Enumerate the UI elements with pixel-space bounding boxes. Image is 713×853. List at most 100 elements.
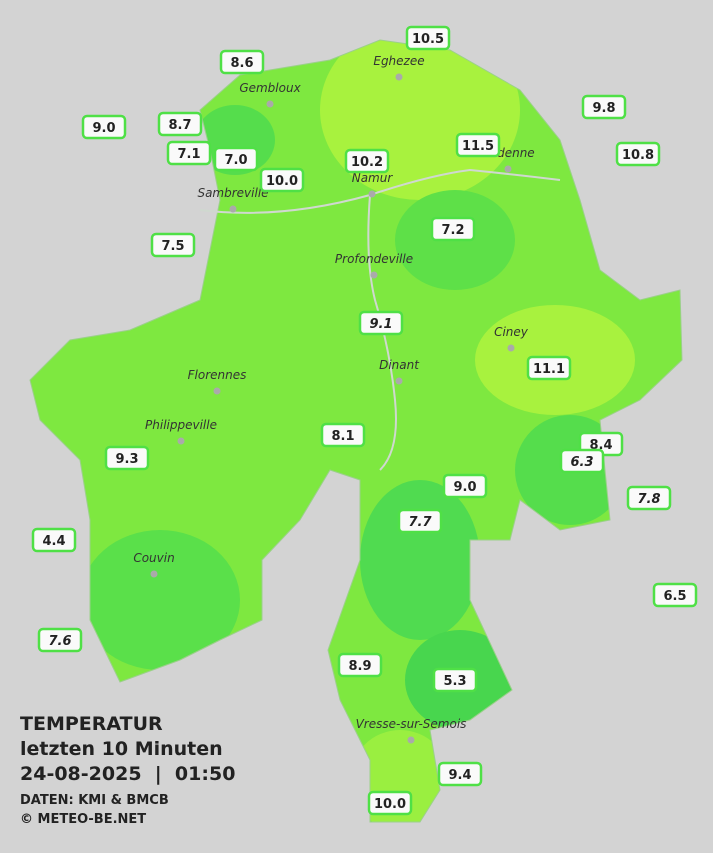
station: 8.7	[157, 111, 203, 137]
city-dot	[177, 437, 185, 445]
station-box	[219, 49, 265, 75]
station: 8.6	[219, 49, 265, 75]
station-value: 10.0	[374, 797, 406, 812]
city-dot	[395, 73, 403, 81]
station-box	[626, 485, 672, 511]
station-value: 8.7	[168, 118, 191, 133]
station: 7.1	[166, 140, 212, 166]
city-label: Profondeville	[335, 252, 413, 266]
city-dot	[507, 344, 515, 352]
city-label: Sambreville	[197, 186, 268, 200]
station-value: 7.8	[637, 492, 660, 507]
station-box	[442, 473, 488, 499]
station-value: 5.3	[443, 674, 466, 689]
station-box	[615, 141, 661, 167]
station: 7.0	[213, 146, 259, 172]
station: 9.8	[581, 94, 627, 120]
station-box	[157, 111, 203, 137]
station-value: 10.8	[622, 148, 654, 163]
subtitle: letzten 10 Minuten	[20, 738, 223, 760]
station-box	[213, 146, 259, 172]
station-box	[405, 25, 451, 51]
city-dot	[368, 190, 376, 198]
city-dot	[150, 570, 158, 578]
city-label: Ciney	[494, 325, 529, 339]
station-value: 10.5	[412, 32, 444, 47]
station-value: 9.0	[453, 480, 476, 495]
station: 7.8	[626, 485, 672, 511]
station: 7.5	[150, 232, 196, 258]
city-label: Dinant	[379, 358, 420, 372]
station-value: 8.1	[331, 429, 354, 444]
river	[199, 168, 561, 214]
station: 4.4	[31, 527, 77, 553]
station-value: 10.0	[266, 174, 298, 189]
station: 9.3	[104, 445, 150, 471]
station-value: 7.1	[177, 147, 200, 162]
station: 8.9	[337, 652, 383, 678]
city-label: Philippeville	[145, 418, 217, 432]
copyright: © METEO-BE.NET	[20, 812, 146, 827]
station: 11.1	[526, 355, 572, 381]
station-box	[104, 445, 150, 471]
station: 7.6	[37, 627, 83, 653]
city-label: Vresse-sur-Semois	[356, 717, 467, 731]
station: 8.1	[320, 422, 366, 448]
station-value: 4.4	[42, 534, 65, 549]
station: 9.4	[437, 761, 483, 787]
station: 7.2	[430, 216, 476, 242]
city-dot	[504, 165, 512, 173]
station-value: 11.5	[462, 139, 494, 154]
station: 6.5	[652, 582, 698, 608]
station-value: 8.9	[348, 659, 371, 674]
station-value: 6.5	[663, 589, 686, 604]
station-value: 6.3	[570, 455, 593, 470]
station-box	[437, 761, 483, 787]
station: 6.3	[559, 448, 605, 474]
station-value: 7.6	[48, 634, 71, 649]
station-value: 9.0	[92, 121, 115, 136]
city-dot	[395, 377, 403, 385]
station-value: 9.3	[115, 452, 138, 467]
city-dot	[213, 387, 221, 395]
station: 10.8	[615, 141, 661, 167]
city-dot	[407, 736, 415, 744]
station: 10.2	[344, 148, 390, 174]
station: 10.0	[259, 167, 305, 193]
station-box	[81, 114, 127, 140]
station-box	[358, 310, 404, 336]
city-label: Gembloux	[239, 81, 301, 95]
station-box	[455, 132, 501, 158]
station-box	[344, 148, 390, 174]
station: 5.3	[432, 667, 478, 693]
station-value: 7.0	[224, 153, 247, 168]
city-dot	[266, 100, 274, 108]
station: 9.0	[442, 473, 488, 499]
city-label: Florennes	[188, 368, 247, 382]
station: 7.7	[397, 508, 443, 534]
station-box	[526, 355, 572, 381]
station-value: 7.2	[441, 223, 464, 238]
timestamp: 24-08-2025 | 01:50	[20, 763, 235, 785]
station-box	[367, 790, 413, 816]
station-box	[397, 508, 443, 534]
station-value: 11.1	[533, 362, 565, 377]
station-box	[150, 232, 196, 258]
source: DATEN: KMI & BMCB	[20, 793, 169, 808]
station-box	[31, 527, 77, 553]
station: 10.0	[367, 790, 413, 816]
station-value: 9.1	[369, 317, 392, 332]
station-box	[432, 667, 478, 693]
title: TEMPERATUR	[20, 713, 163, 735]
city-label: Namur	[352, 171, 394, 185]
station-box	[652, 582, 698, 608]
city-dot	[229, 205, 237, 213]
city-dot	[370, 271, 378, 279]
station-box	[37, 627, 83, 653]
station-value: 7.5	[161, 239, 184, 254]
station-value: 7.7	[408, 515, 432, 530]
station: 10.5	[405, 25, 451, 51]
station-box	[259, 167, 305, 193]
